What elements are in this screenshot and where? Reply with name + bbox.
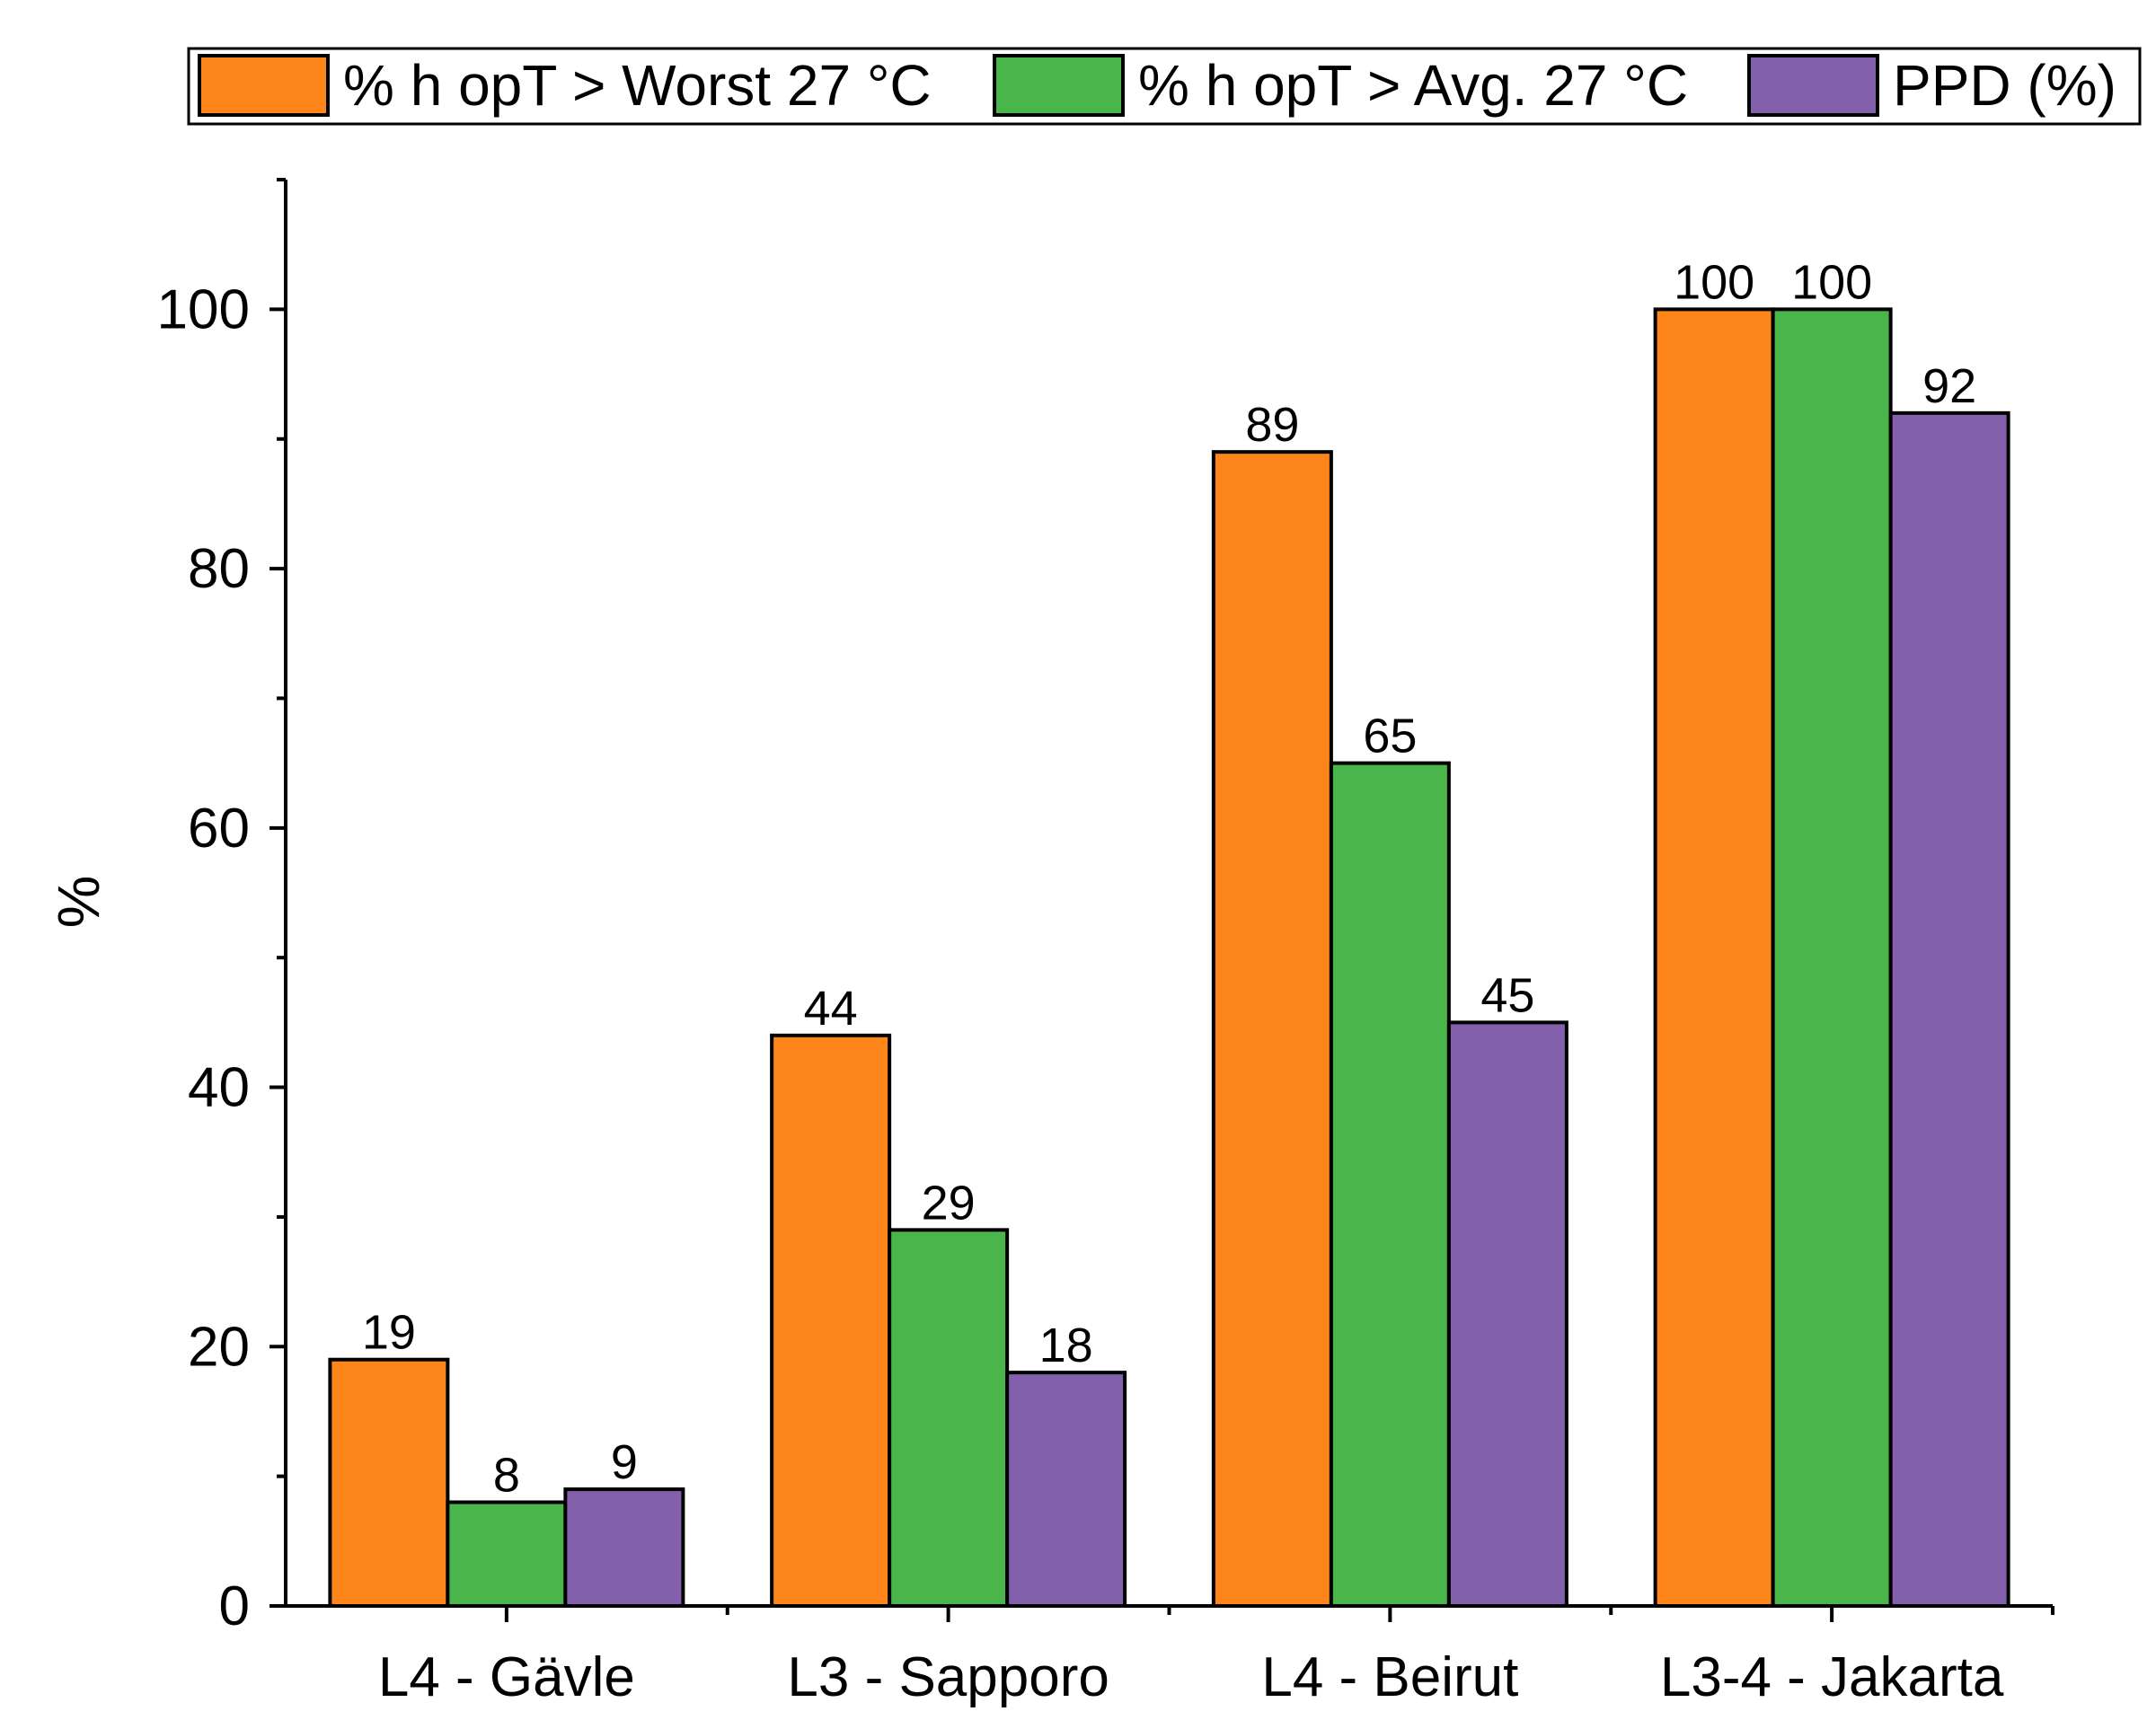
bar [1653, 307, 1775, 1608]
x-category-label: L4 - Gävle [378, 1646, 635, 1708]
bar [1771, 307, 1893, 1608]
data-label: 65 [1363, 710, 1417, 763]
legend-swatch [993, 54, 1125, 117]
legend-label: % h opT > Worst 27 °C [343, 53, 932, 118]
bar [1005, 1371, 1127, 1609]
legend: % h opT > Worst 27 °C % h opT > Avg. 27 °… [187, 47, 2142, 126]
axes: 0 20 40 60 80 100% L4 - Gävle L3 - Sapporo L4 - … [45, 178, 2054, 1708]
data-label: 18 [1039, 1319, 1093, 1372]
bar [1211, 450, 1333, 1608]
data-label: 92 [1922, 359, 1976, 413]
x-category-label: L4 - Beirut [1261, 1646, 1518, 1708]
bar [563, 1487, 685, 1609]
data-label: 100 [1674, 255, 1754, 309]
bar [328, 1357, 450, 1609]
bar [1888, 410, 2010, 1609]
y-axis-label: % [45, 876, 111, 929]
y-tick-label: 80 [188, 538, 250, 600]
bar [770, 1033, 892, 1609]
y-tick-label: 60 [188, 798, 250, 860]
data-label: 45 [1480, 968, 1534, 1022]
x-category-label: L3 - Sapporo [787, 1646, 1109, 1708]
y-tick-label: 40 [188, 1057, 250, 1119]
data-label: 29 [922, 1176, 976, 1230]
legend-swatch [198, 54, 330, 117]
bar [888, 1228, 1010, 1608]
bars [328, 307, 2010, 1609]
data-label: 9 [611, 1435, 638, 1489]
bar [1329, 761, 1451, 1608]
data-label: 44 [804, 982, 858, 1036]
bar [446, 1500, 568, 1608]
data-label: 100 [1791, 255, 1872, 309]
legend-swatch [1747, 54, 1879, 117]
y-tick-label: 0 [219, 1575, 250, 1637]
y-tick-label: 20 [188, 1316, 250, 1378]
legend-label: PPD (%) [1893, 53, 2116, 118]
bar [1446, 1020, 1568, 1608]
x-category-label: L3-4 - Jakarta [1660, 1646, 2004, 1708]
data-label: 89 [1245, 398, 1299, 452]
legend-label: % h opT > Avg. 27 °C [1138, 53, 1688, 118]
data-label: 19 [362, 1306, 416, 1360]
data-label: 8 [493, 1449, 520, 1503]
y-tick-label: 100 [157, 278, 250, 340]
